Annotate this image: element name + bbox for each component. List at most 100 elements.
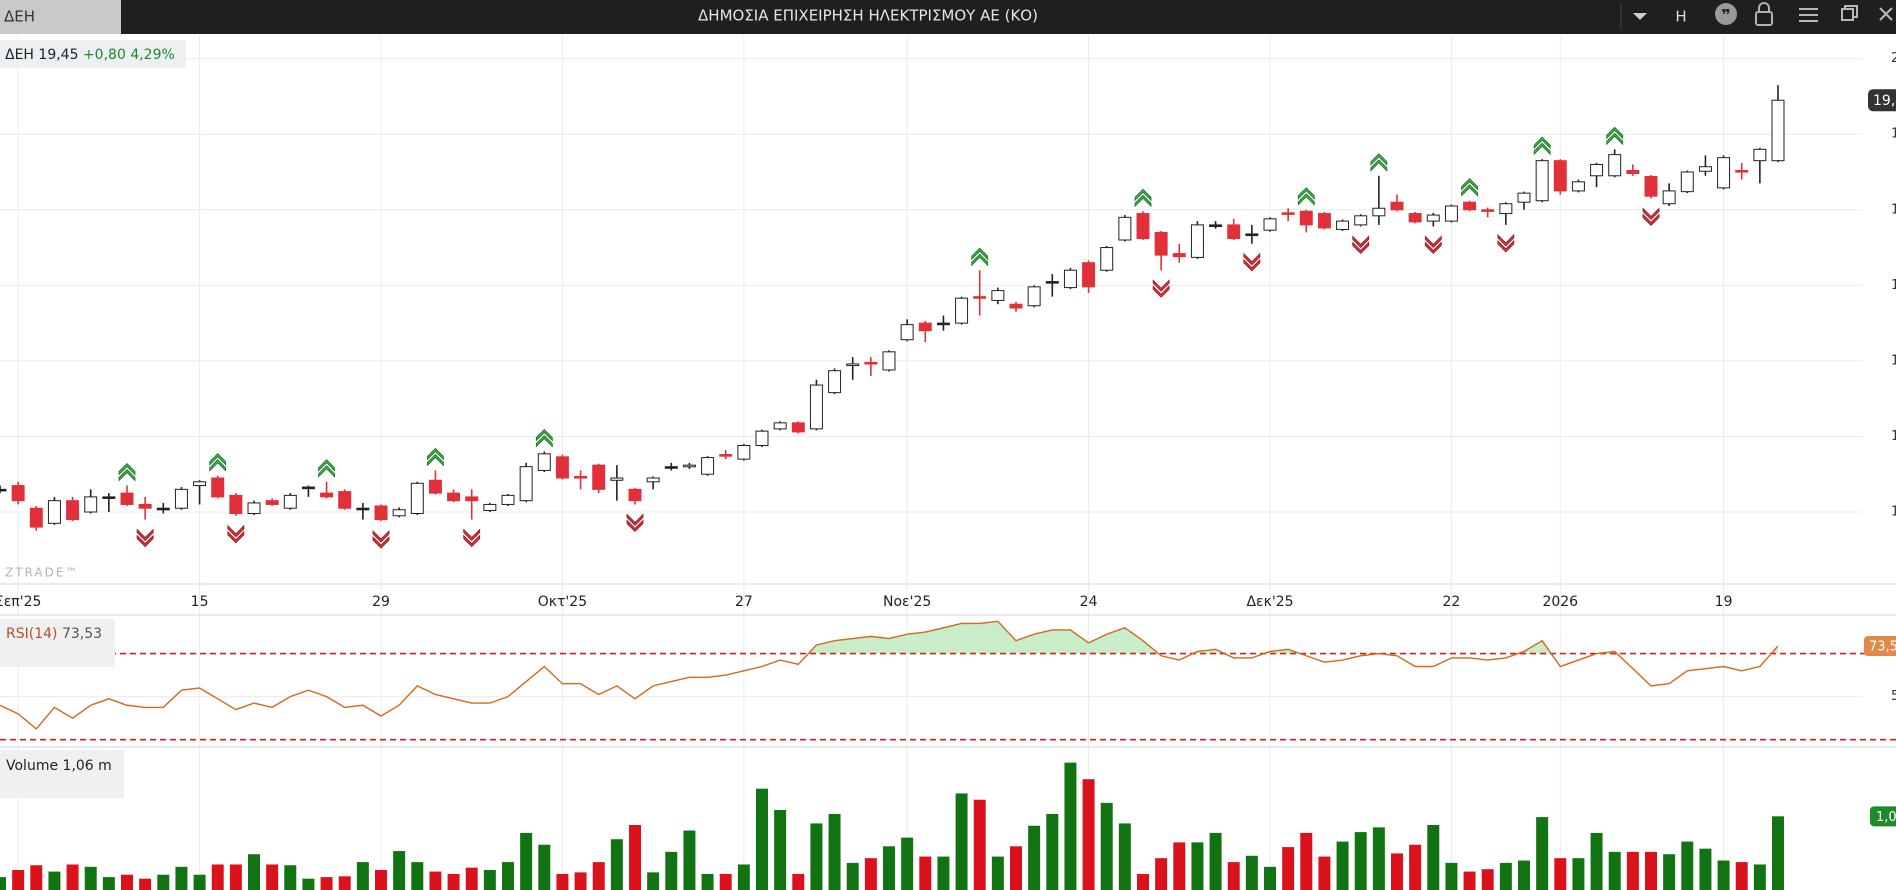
volume-bar	[647, 872, 660, 890]
buy-signal	[318, 459, 335, 478]
window-title: ΔΗΜΟΣΙΑ ΕΠΙΧΕΙΡΗΣΗ ΗΛΕΚΤΡΙΣΜΟΥ ΑΕ (ΚΟ)	[698, 7, 1038, 25]
price-badge-label: 19,45	[1873, 93, 1896, 109]
volume-bar	[1645, 851, 1657, 890]
volume-bar	[1209, 832, 1222, 890]
sell-signal	[1352, 235, 1370, 254]
volume-bar	[810, 823, 823, 890]
volume-bar	[1572, 858, 1585, 890]
candle-body	[1027, 286, 1041, 307]
candle-body	[1680, 171, 1694, 193]
volume-bar	[991, 856, 1004, 890]
change-percent: 4,29%	[130, 47, 174, 63]
volume-bar	[574, 872, 587, 890]
badges: 73,53 1,06 m 19,45	[1864, 89, 1896, 827]
candle-body	[265, 500, 279, 505]
close-button[interactable]	[1879, 7, 1893, 21]
volume-bar	[937, 856, 950, 890]
volume-title-box	[0, 750, 124, 798]
h-button[interactable]: H	[1675, 8, 1686, 26]
volume-bar	[193, 874, 206, 890]
volume-bar	[175, 866, 188, 890]
candle-body	[900, 324, 914, 341]
volume-bar	[84, 866, 97, 890]
candle-body	[828, 370, 842, 394]
y-tick-label: 18	[1891, 202, 1896, 217]
candle-body	[47, 500, 61, 524]
x-tick-label: Σεπ'25	[0, 594, 41, 610]
rsi-badge	[1864, 635, 1896, 656]
volume-bar	[1191, 842, 1204, 890]
volume-bar	[756, 788, 768, 890]
volume-bar	[864, 858, 877, 890]
last-price: 19,45	[38, 47, 78, 63]
volume-bar	[883, 846, 895, 890]
rsi-title-box	[0, 619, 115, 667]
y-tick-label: 15	[1891, 429, 1896, 444]
candle-body	[846, 363, 860, 367]
x-tick-label: 29	[372, 594, 390, 610]
volume-bar	[1554, 858, 1567, 890]
candle-body	[374, 505, 388, 521]
volume-title: Volume 1,06 m	[6, 758, 112, 774]
volume-bar	[338, 876, 351, 890]
volume-bar	[1282, 847, 1295, 890]
candle-body	[66, 500, 80, 521]
candle-body	[1481, 209, 1495, 212]
candle-body	[1245, 233, 1259, 237]
volume-bar	[828, 813, 841, 890]
volume-bar	[1354, 832, 1367, 890]
candle-body	[955, 297, 969, 324]
x-tick-label: Νοε'25	[883, 594, 931, 610]
volume-bar	[1118, 823, 1131, 890]
volume-bar	[1536, 817, 1549, 890]
sell-signal	[1497, 233, 1515, 253]
restore-button[interactable]	[1841, 5, 1858, 21]
candle-body	[882, 351, 896, 371]
quote-button[interactable]: ❞	[1715, 3, 1737, 25]
volume-bar	[66, 864, 79, 890]
candle-body	[1499, 203, 1513, 215]
volume-bar	[211, 864, 224, 890]
x-tick-label: 22	[1443, 594, 1461, 610]
volume-bar	[102, 877, 115, 890]
candle-body	[483, 503, 497, 511]
candle-body	[1590, 163, 1604, 177]
x-tick-label: 27	[735, 594, 753, 610]
candle-body	[283, 494, 297, 509]
candle-body	[1317, 213, 1331, 229]
price-badge	[1868, 89, 1896, 112]
volume-bar	[1173, 842, 1186, 890]
candle-body	[574, 475, 588, 479]
buy-signal	[535, 428, 553, 448]
volume-bar	[1391, 853, 1403, 890]
candle-body	[1608, 154, 1622, 177]
volume-bar	[538, 844, 551, 890]
symbol-tab-label[interactable]: ΔΕΗ	[4, 8, 35, 26]
lock-button[interactable]	[1755, 2, 1773, 26]
candle-body	[1336, 220, 1350, 230]
volume-bar	[284, 865, 297, 890]
candle-body	[519, 466, 533, 502]
volume-bar	[1518, 860, 1530, 890]
buy-signal	[118, 462, 136, 482]
volume-bar	[1336, 841, 1349, 890]
volume-bar	[1046, 813, 1059, 890]
menu-button[interactable]	[1799, 8, 1818, 22]
symbol-tab[interactable]	[0, 0, 121, 34]
volume-bar	[356, 862, 369, 890]
buy-signal	[1533, 136, 1551, 156]
candle-body	[682, 464, 696, 468]
dropdown-button[interactable]	[1633, 13, 1647, 20]
candle-body	[1082, 262, 1096, 288]
volume-bar	[610, 839, 623, 890]
volume-bar	[665, 851, 678, 890]
candle-body	[1644, 176, 1658, 197]
volume-bar	[919, 856, 932, 890]
volume-bar	[1318, 856, 1331, 890]
volume-bar	[846, 862, 859, 890]
volume-value: 1,06 m	[63, 758, 112, 774]
candle-body	[1771, 99, 1785, 162]
candle-body	[465, 496, 479, 502]
volume-bar	[121, 874, 133, 890]
quote-box	[0, 40, 186, 68]
